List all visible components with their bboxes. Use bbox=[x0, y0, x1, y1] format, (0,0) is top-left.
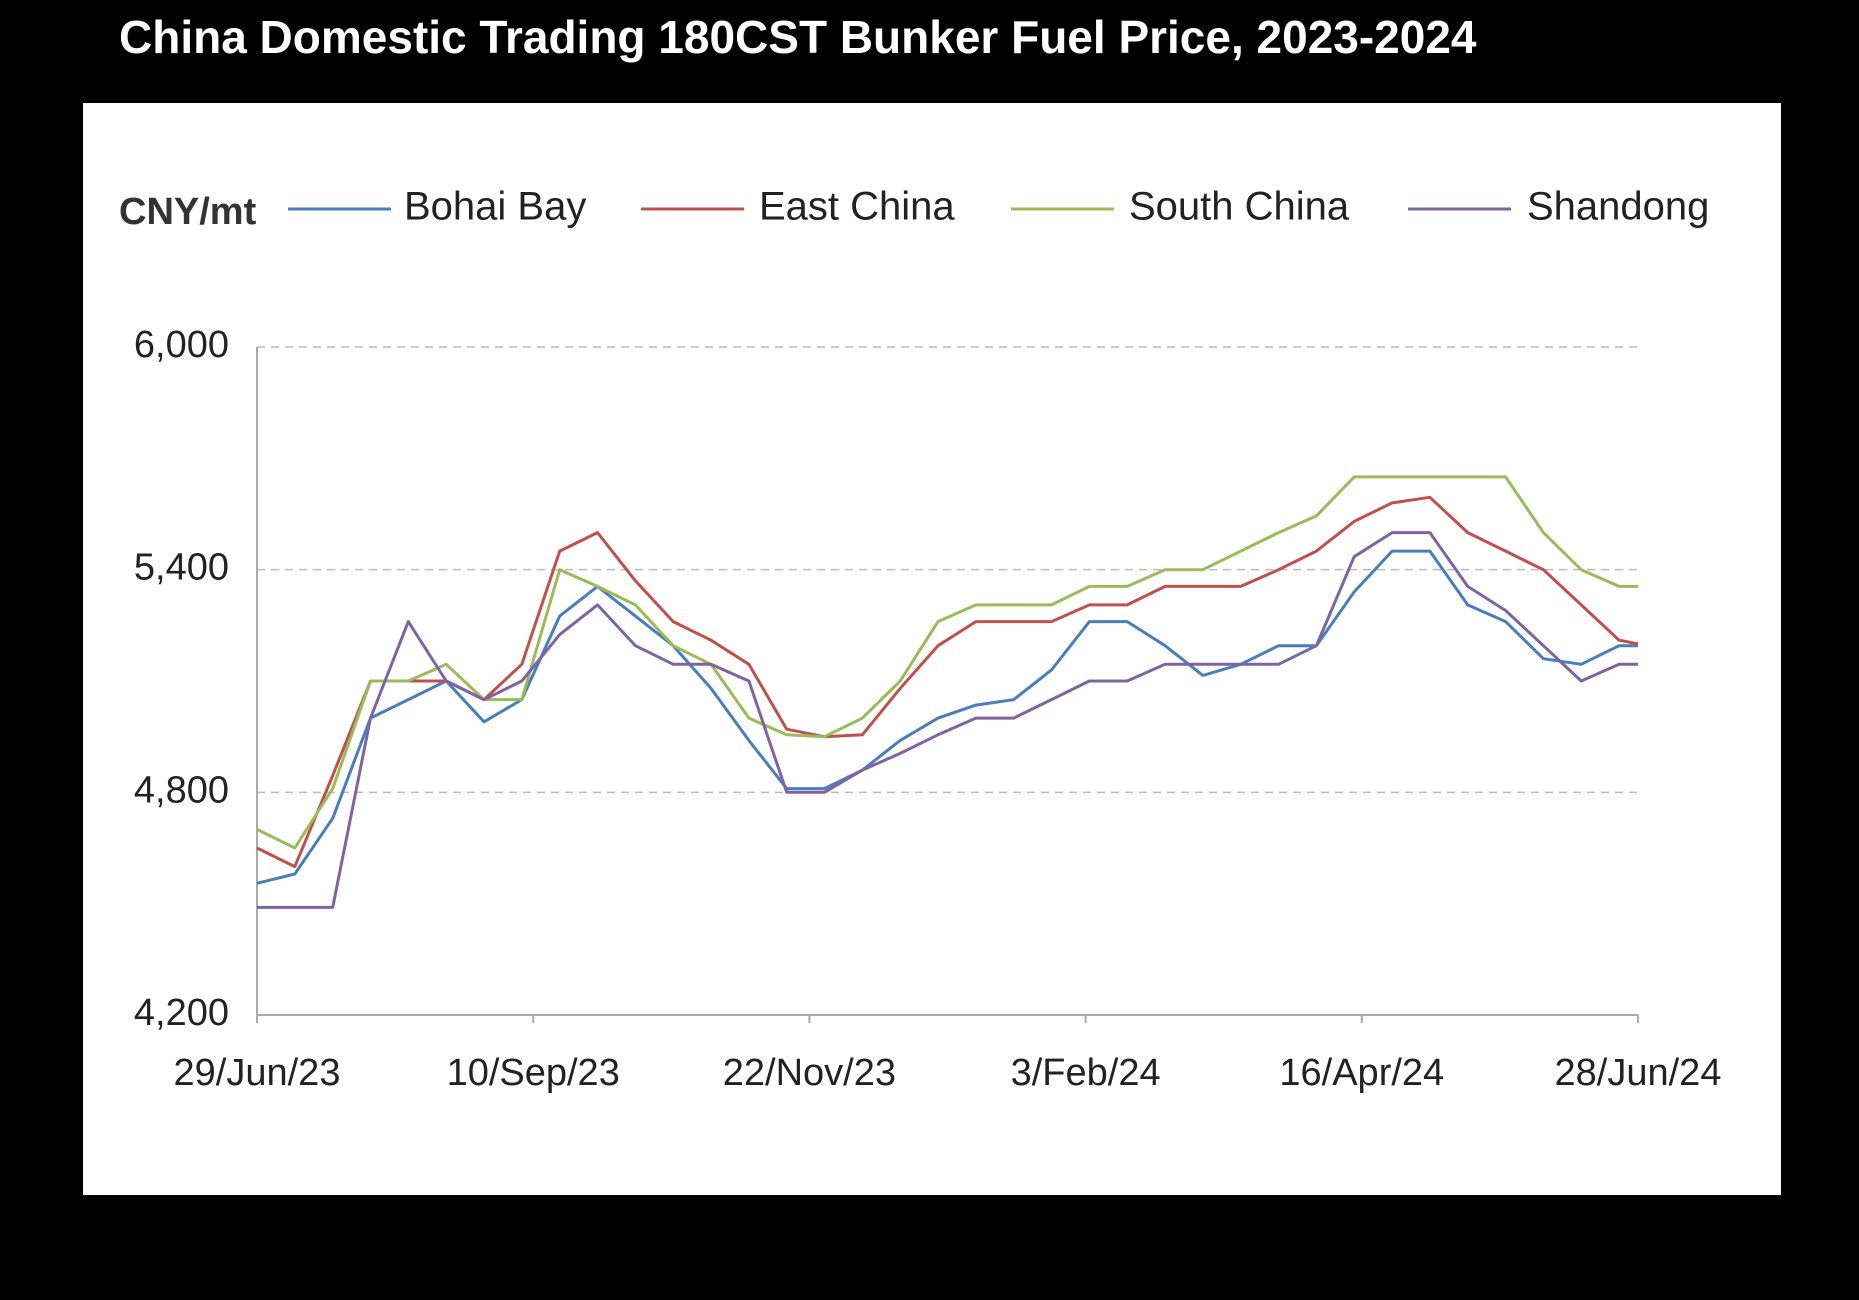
x-tick-label: 28/Jun/24 bbox=[1555, 1052, 1722, 1094]
y-tick-label: 4,200 bbox=[134, 992, 229, 1034]
series-line bbox=[256, 475, 1638, 850]
x-tick-label: 3/Feb/24 bbox=[1011, 1052, 1161, 1094]
chart-title: China Domestic Trading 180CST Bunker Fue… bbox=[119, 11, 1477, 63]
x-tick-label: 29/Jun/23 bbox=[174, 1052, 341, 1094]
legend-label: South China bbox=[1129, 185, 1350, 229]
y-tick-label: 6,000 bbox=[134, 324, 229, 366]
legend-label: East China bbox=[759, 185, 955, 229]
y-axis-label: CNY/mt bbox=[119, 191, 257, 233]
y-tick-label: 5,400 bbox=[134, 547, 229, 589]
legend-label: Bohai Bay bbox=[404, 185, 586, 229]
x-tick-label: 22/Nov/23 bbox=[723, 1052, 896, 1094]
legend-label: Shandong bbox=[1527, 185, 1709, 229]
x-tick-label: 10/Sep/23 bbox=[447, 1052, 620, 1094]
series-line bbox=[256, 495, 1639, 869]
series-line bbox=[256, 549, 1638, 885]
series-line bbox=[257, 531, 1638, 909]
x-tick-label: 16/Apr/24 bbox=[1279, 1052, 1444, 1094]
plot-panel bbox=[83, 103, 1781, 1195]
y-tick-label: 4,800 bbox=[134, 769, 229, 811]
